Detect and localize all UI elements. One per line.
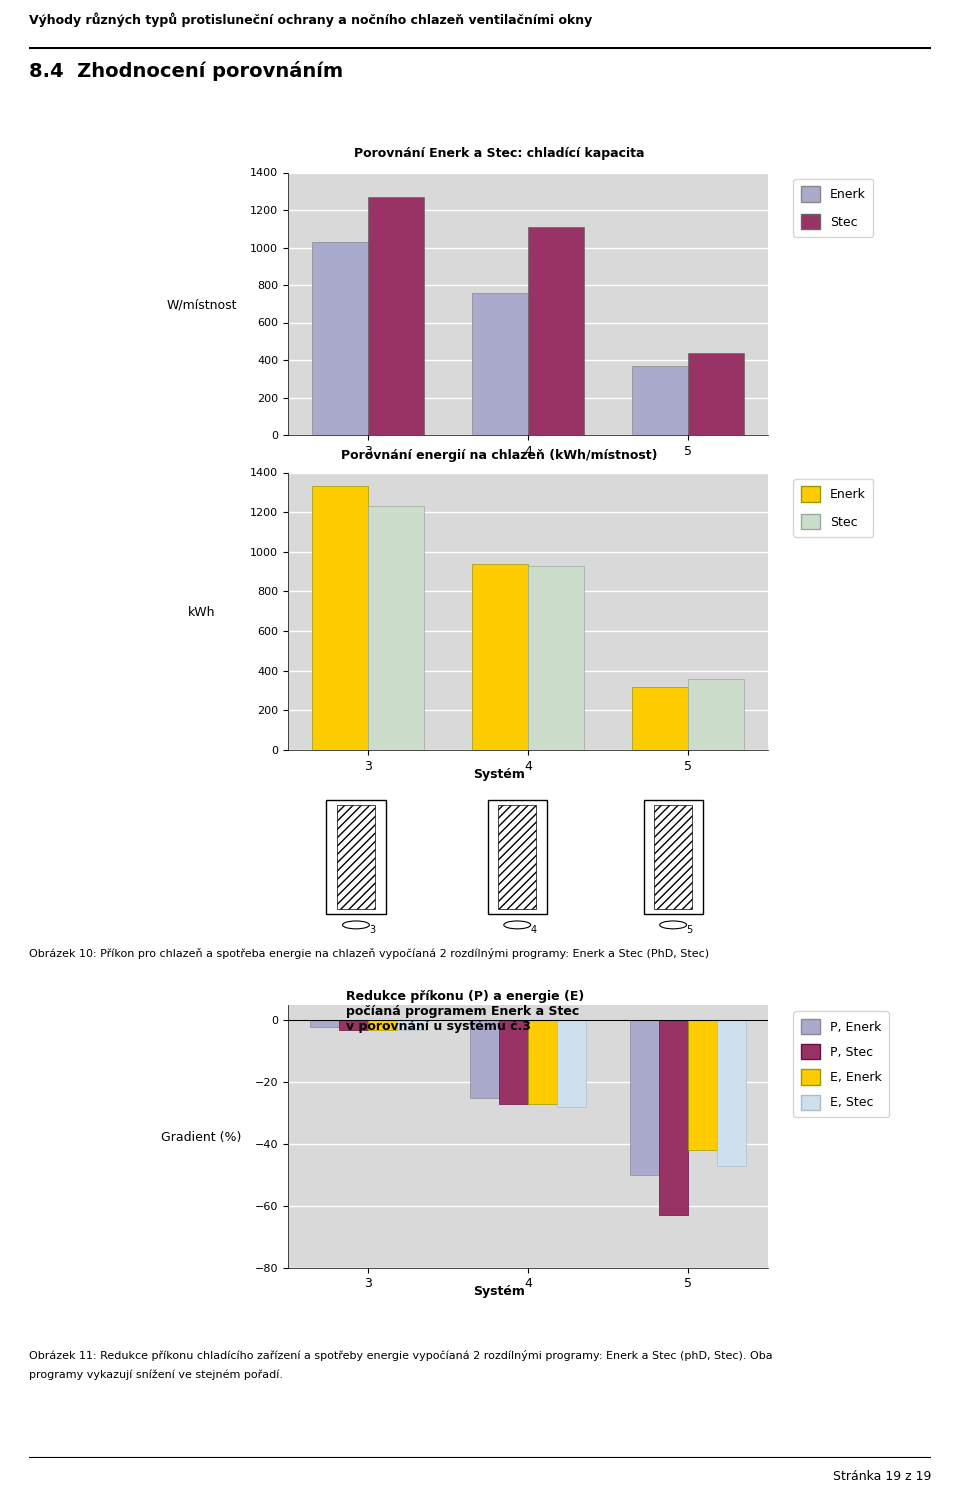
Text: 3: 3 [370, 924, 375, 934]
Bar [717, 1020, 746, 1166]
Bar [472, 564, 528, 750]
Bar [498, 806, 536, 909]
Legend: P, Enerk, P, Stec, E, Enerk, E, Stec: P, Enerk, P, Stec, E, Enerk, E, Stec [794, 1011, 889, 1118]
Legend: Enerk, Stec: Enerk, Stec [794, 178, 873, 237]
Text: kWh: kWh [188, 606, 215, 618]
Bar [688, 352, 744, 435]
Text: 4: 4 [531, 924, 537, 934]
Bar [557, 1020, 586, 1107]
Bar [528, 1020, 557, 1104]
Bar [470, 1020, 499, 1098]
Text: Porovnání energií na chlazeň (kWh/místnost): Porovnání energií na chlazeň (kWh/místno… [341, 448, 658, 462]
Bar [655, 806, 692, 909]
Text: Obrázek 10: Příkon pro chlazeň a spotřeba energie na chlazeň vypočíaná 2 rozdíln: Obrázek 10: Příkon pro chlazeň a spotřeb… [29, 948, 708, 958]
Bar [339, 1020, 368, 1029]
Text: Gradient (%): Gradient (%) [161, 1131, 242, 1143]
Bar [631, 1020, 660, 1174]
Bar [499, 1020, 528, 1104]
Text: Redukce příkonu (P) a energie (E)
počíaná programem Enerk a Stec
v porovnání u s: Redukce příkonu (P) a energie (E) počían… [346, 990, 584, 1033]
Bar [337, 806, 374, 909]
Text: 5: 5 [686, 924, 693, 934]
Bar [528, 226, 584, 435]
Text: Systém: Systém [473, 1286, 525, 1299]
Bar [368, 1020, 396, 1029]
Legend: Enerk, Stec: Enerk, Stec [794, 478, 873, 537]
Bar [472, 292, 528, 435]
Bar [632, 366, 688, 435]
Bar [688, 1020, 717, 1150]
Bar [488, 801, 547, 913]
Bar [632, 687, 688, 750]
Bar [528, 566, 584, 750]
Bar [368, 506, 424, 750]
Bar [643, 801, 703, 913]
Text: Výhody různých typů protisluneční ochrany a nočního chlazeň ventilačními okny: Výhody různých typů protisluneční ochran… [29, 12, 592, 27]
Bar [312, 242, 368, 435]
Bar [312, 486, 368, 750]
Bar [310, 1020, 339, 1026]
Bar [326, 801, 386, 913]
Bar [368, 196, 424, 435]
Text: Porovnání Enerk a Stec: chladící kapacita: Porovnání Enerk a Stec: chladící kapacit… [354, 147, 644, 160]
Bar [688, 678, 744, 750]
Bar [396, 1020, 425, 1029]
Text: 8.4  Zhodnocení porovnáním: 8.4 Zhodnocení porovnáním [29, 62, 343, 81]
Text: Systém: Systém [473, 768, 525, 782]
Text: Stránka 19 z 19: Stránka 19 z 19 [833, 1470, 931, 1484]
Text: Obrázek 11: Redukce příkonu chladícího zařízení a spotřeby energie vypočíaná 2 r: Obrázek 11: Redukce příkonu chladícího z… [29, 1350, 773, 1360]
Bar [660, 1020, 688, 1215]
Text: programy vykazují snížení ve stejném pořadí.: programy vykazují snížení ve stejném poř… [29, 1370, 283, 1380]
Text: W/místnost: W/místnost [166, 298, 237, 310]
